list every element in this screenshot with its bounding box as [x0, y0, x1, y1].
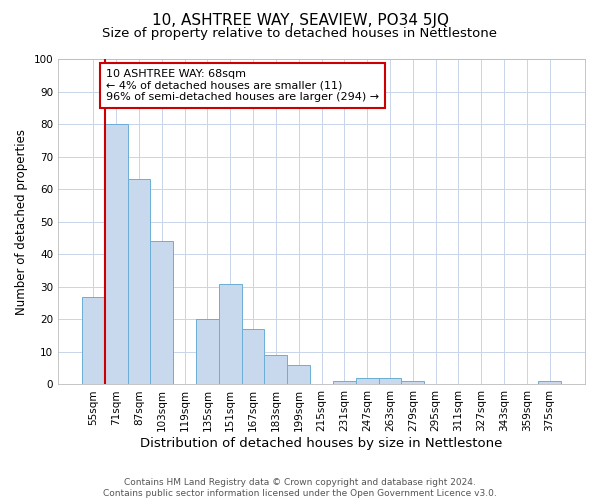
X-axis label: Distribution of detached houses by size in Nettlestone: Distribution of detached houses by size … — [140, 437, 503, 450]
Text: 10, ASHTREE WAY, SEAVIEW, PO34 5JQ: 10, ASHTREE WAY, SEAVIEW, PO34 5JQ — [151, 12, 449, 28]
Bar — [82, 296, 105, 384]
Bar — [538, 381, 561, 384]
Bar — [287, 365, 310, 384]
Bar — [105, 124, 128, 384]
Bar — [219, 284, 242, 384]
Text: 10 ASHTREE WAY: 68sqm
← 4% of detached houses are smaller (11)
96% of semi-detac: 10 ASHTREE WAY: 68sqm ← 4% of detached h… — [106, 69, 379, 102]
Bar — [333, 381, 356, 384]
Bar — [356, 378, 379, 384]
Bar — [265, 355, 287, 384]
Text: Contains HM Land Registry data © Crown copyright and database right 2024.
Contai: Contains HM Land Registry data © Crown c… — [103, 478, 497, 498]
Bar — [379, 378, 401, 384]
Bar — [196, 320, 219, 384]
Y-axis label: Number of detached properties: Number of detached properties — [15, 128, 28, 314]
Bar — [128, 180, 151, 384]
Bar — [401, 381, 424, 384]
Text: Size of property relative to detached houses in Nettlestone: Size of property relative to detached ho… — [103, 28, 497, 40]
Bar — [242, 329, 265, 384]
Bar — [151, 242, 173, 384]
